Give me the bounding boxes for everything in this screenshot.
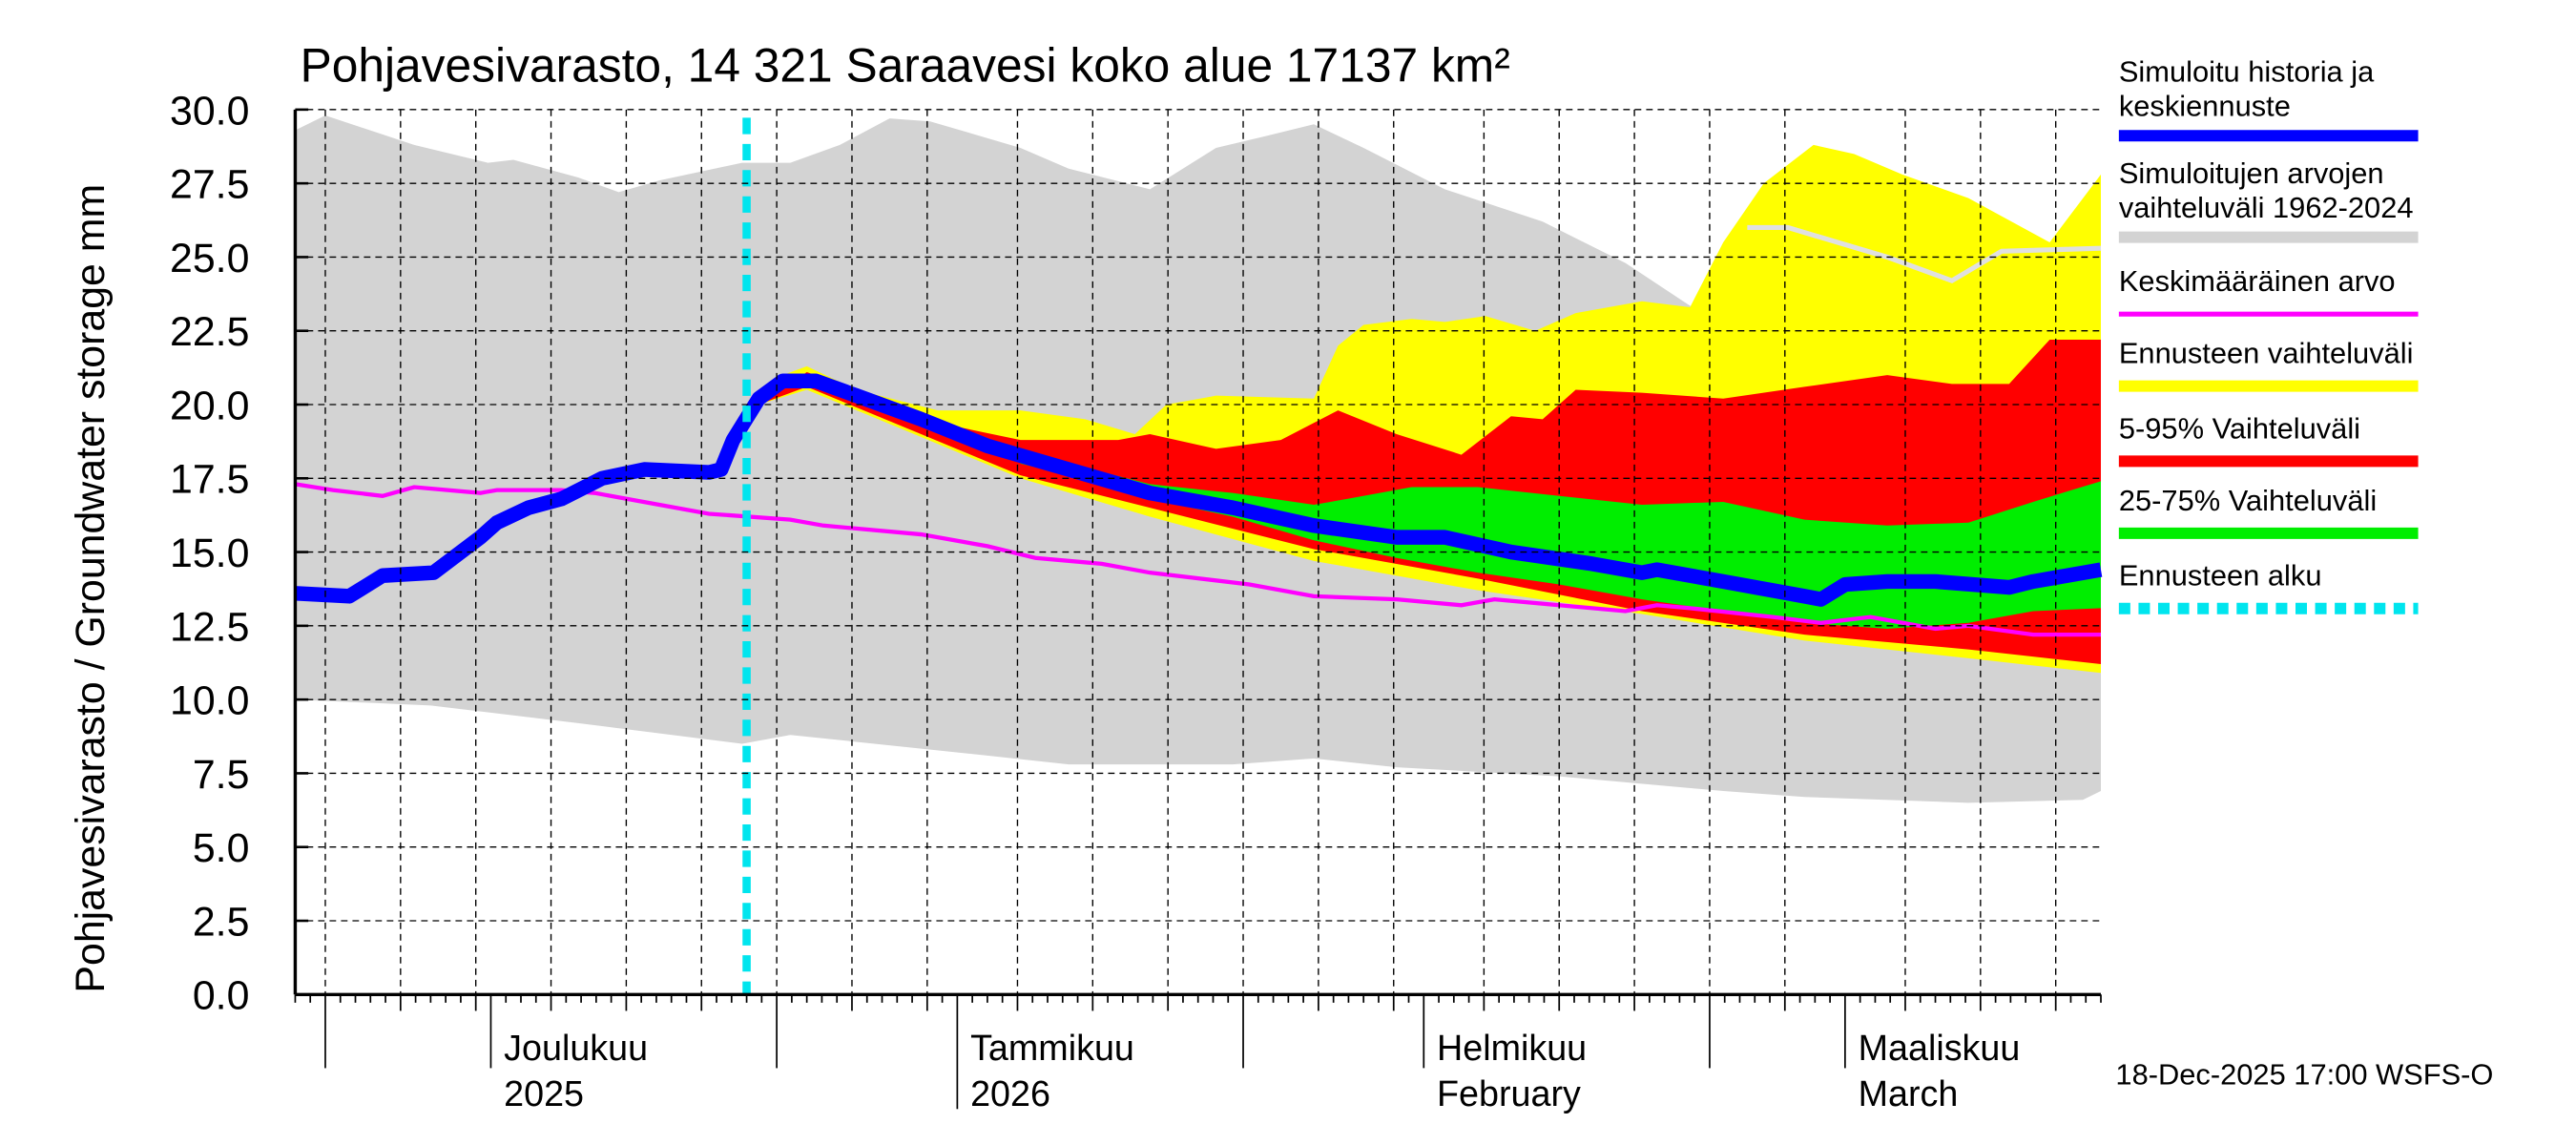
month-sublabel: February xyxy=(1437,1073,1581,1114)
month-label: Helmikuu xyxy=(1437,1028,1587,1068)
y-tick-label: 20.0 xyxy=(170,383,249,428)
month-sublabel: March xyxy=(1859,1073,1959,1114)
legend-label: Keskimääräinen arvo xyxy=(2119,264,2396,298)
y-tick-label: 30.0 xyxy=(170,88,249,134)
footer-timestamp: 18-Dec-2025 17:00 WSFS-O xyxy=(2115,1058,2493,1092)
y-tick-label: 7.5 xyxy=(193,752,250,798)
y-tick-label: 22.5 xyxy=(170,309,249,355)
legend-label: Simuloitujen arvojen xyxy=(2119,156,2384,190)
y-tick-label: 17.5 xyxy=(170,457,249,503)
legend-label: vaihteluväli 1962-2024 xyxy=(2119,191,2414,224)
mean-line xyxy=(295,482,2101,637)
y-tick-label: 0.0 xyxy=(193,973,250,1019)
legend-label: 5-95% Vaihteluväli xyxy=(2119,411,2360,445)
y-tick-label: 27.5 xyxy=(170,162,249,208)
y-tick-label: 12.5 xyxy=(170,604,249,650)
month-label: Joulukuu xyxy=(504,1028,648,1068)
y-tick-label: 25.0 xyxy=(170,236,249,281)
chart-title: Pohjavesivarasto, 14 321 Saraavesi koko … xyxy=(301,39,1510,93)
history-max-line xyxy=(1747,224,2102,284)
axes: 0.0 2.5 5.0 7.5 10.0 12.5 15.0 17.5 20.0 22.5 25.0… xyxy=(170,88,2102,1114)
y-tick-label: 2.5 xyxy=(193,899,250,945)
plot-area xyxy=(295,115,2103,995)
legend-label: Ennusteen alku xyxy=(2119,559,2322,593)
legend-label: Simuloitu historia ja xyxy=(2119,55,2375,89)
y-tick-label: 5.0 xyxy=(193,825,250,871)
median-line xyxy=(295,373,2103,607)
month-sublabel: 2025 xyxy=(504,1073,584,1114)
legend-label: keskiennuste xyxy=(2119,90,2291,123)
month-sublabel: 2026 xyxy=(970,1073,1050,1114)
y-tick-label: 15.0 xyxy=(170,531,249,576)
legend-label: Ennusteen vaihteluväli xyxy=(2119,337,2414,370)
month-label: Maaliskuu xyxy=(1859,1028,2021,1068)
legend-label: 25-75% Vaihteluväli xyxy=(2119,484,2377,517)
y-axis-label: Pohjavesivarasto / Groundwater storage m… xyxy=(68,184,114,993)
y-tick-label: 10.0 xyxy=(170,678,249,724)
month-label: Tammikuu xyxy=(970,1028,1134,1068)
